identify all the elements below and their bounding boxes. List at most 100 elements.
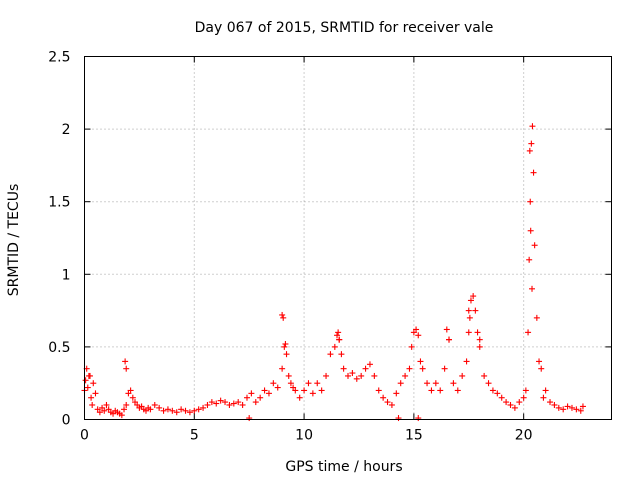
data-point [428,387,435,394]
data-point [213,400,220,407]
data-point [318,387,325,394]
data-point [261,387,268,394]
data-point [542,387,549,394]
data-point [309,390,316,397]
data-point [415,332,422,339]
x-tick-label: 5 [190,428,199,444]
x-tick-label: 15 [405,428,423,444]
data-point [463,358,470,365]
data-point [338,351,345,358]
data-point [522,387,529,394]
data-point [408,343,415,350]
data-point [526,256,533,263]
data-point [388,401,395,408]
data-point [371,372,378,379]
data-point [334,332,341,339]
data-point [527,227,534,234]
y-tick-label: 1.5 [48,195,70,211]
data-point [331,343,338,350]
y-axis-label: SRMTID / TECUs [6,184,22,297]
y-tick-label: 0 [62,413,71,429]
data-point [230,400,237,407]
tick-labels: 0 5 10 15 20 0 0.5 1 1.5 2 2.5 [48,50,532,444]
data-point [314,380,321,387]
data-point [340,365,347,372]
data-point [336,336,343,343]
data-point [285,372,292,379]
data-point [467,297,474,304]
data-point [191,407,198,414]
data-point [270,380,277,387]
data-point [349,370,356,377]
data-point [88,394,95,401]
data-point [204,401,211,408]
data-point [437,387,444,394]
data-point [555,404,562,411]
data-point [494,390,501,397]
data-point [366,361,373,368]
data-point [551,401,558,408]
data-point [345,372,351,379]
data-point [511,404,518,411]
data-point [417,358,424,365]
data-point [121,406,128,413]
data-point [195,406,202,413]
data-point [474,329,481,336]
x-axis-label: GPS time / hours [285,459,402,475]
data-point [406,365,413,372]
data-point [528,140,535,147]
data-point [101,407,108,414]
data-point [380,394,387,401]
data-point [235,399,242,406]
data-point [397,380,404,387]
data-point [217,397,224,404]
data-point [476,343,483,350]
data-point [531,242,538,249]
x-tick-label: 10 [295,428,313,444]
data-point [564,403,571,410]
y-tick-label: 2 [62,122,71,138]
plot-frame [84,56,612,420]
data-point [446,336,453,343]
data-point [489,387,496,394]
data-point [305,380,312,387]
data-point [252,399,259,406]
data-point [527,198,534,205]
data-point [485,380,492,387]
data-point [89,401,96,408]
data-point [200,404,207,411]
data-point [129,394,136,401]
axis-ticks [84,56,612,420]
data-point [466,314,473,321]
data-point [82,377,89,384]
data-point [443,326,450,333]
y-tick-label: 0.5 [48,340,70,356]
data-point [525,329,532,336]
data-point [507,401,514,408]
data-point [441,365,448,372]
grid [84,56,612,420]
data-point [178,406,185,413]
data-point [265,390,272,397]
data-point [579,403,586,410]
chart-title: Day 067 of 2015, SRMTID for receiver val… [195,20,494,36]
data-point [520,394,527,401]
data-point [257,394,264,401]
data-point [393,390,400,397]
data-point [358,372,365,379]
data-point [96,409,103,416]
data-point [127,387,134,394]
data-point [362,365,369,372]
data-point [432,380,439,387]
data-point [529,123,536,130]
data-point [122,358,129,365]
data-point [279,311,286,318]
data-point [533,314,540,321]
data-point [282,340,289,347]
data-point [530,169,537,176]
data-point [395,415,402,422]
data-point [239,401,246,408]
data-point [86,372,93,379]
data-point [353,375,360,382]
y-tick-label: 2.5 [48,50,70,66]
